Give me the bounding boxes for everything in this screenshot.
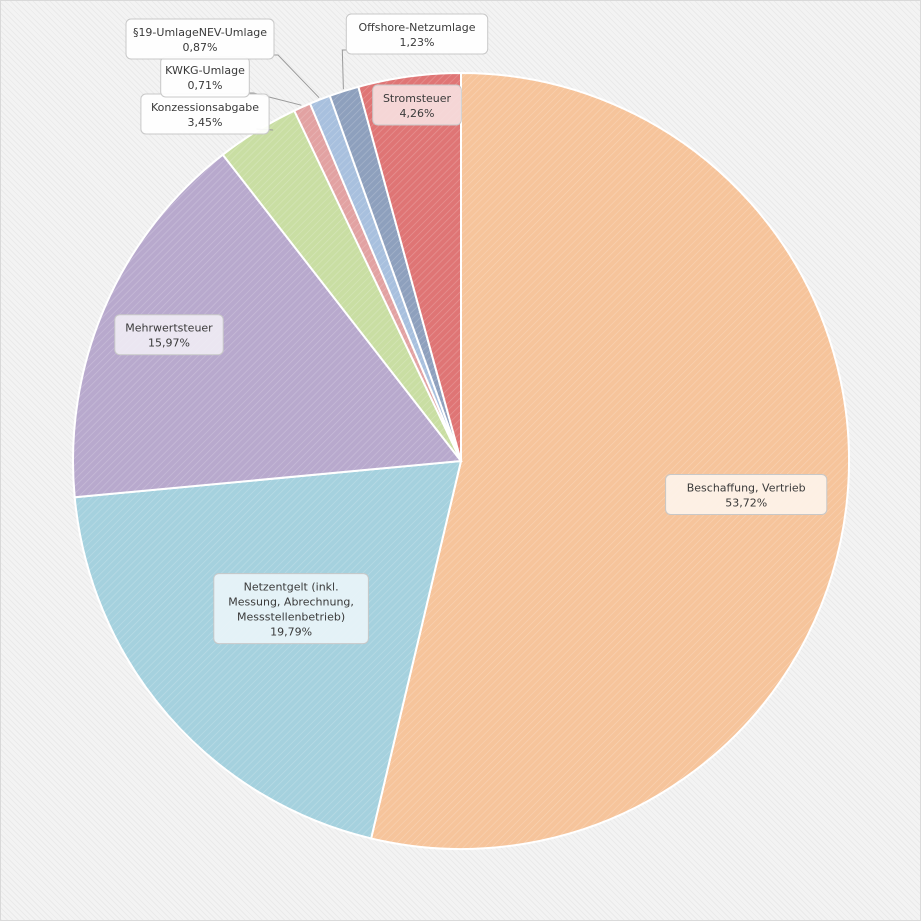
label-konzessionsabgabe: Konzessionsabgabe 3,45% [140,93,270,135]
label-mehrwertsteuer: Mehrwertsteuer 15,97% [114,314,224,356]
label-offshore-netzumlage: Offshore-Netzumlage 1,23% [345,13,489,55]
slice-value-label: 19,79% [270,626,312,639]
label-netzentgelt-inkl-messung-abrechnung-messstellenbetrieb: Netzentgelt (inkl. Messung, Abrechnung, Me… [213,573,369,645]
label-stromsteuer: Stromsteuer 4,26% [372,84,462,126]
label-beschaffung-vertrieb: Beschaffung, Vertrieb 53,72% [665,474,828,515]
leader-lines [249,49,347,131]
slice-value-label: 15,97% [148,337,190,350]
slice-name-label: Mehrwertsteuer [125,322,213,335]
slice-name-label: Messung, Abrechnung, [228,596,354,609]
slice-name-label: §19-UmlageNEV-Umlage [133,26,267,39]
slice-name-label: Netzentgelt (inkl. [244,581,339,594]
leader-line-offshore-netzumlage [341,49,347,90]
label-box [114,314,224,356]
slice-value-label: 0,87% [183,41,218,54]
label-box [665,474,828,515]
leader-line-kwkg-umlage [249,92,302,106]
slice-name-label: Messstellenbetrieb) [237,611,345,624]
slice-name-label: Stromsteuer [383,92,452,105]
label-box [125,18,275,60]
label-box [213,573,369,645]
slice-value-label: 1,23% [400,36,435,49]
slice-value-label: 4,26% [400,107,435,120]
slice-labels: Beschaffung, Vertrieb 53,72% Netzentgelt (… [114,13,828,645]
slice-value-label: 0,71% [188,79,223,92]
slice-name-label: Beschaffung, Vertrieb [687,482,806,495]
slice-value-label: 53,72% [725,497,767,510]
slice-name-label: KWKG-Umlage [165,64,245,77]
label-box [345,13,489,55]
pie-slices [72,71,850,850]
slice-name-label: Offshore-Netzumlage [358,21,475,34]
slice-value-label: 3,45% [188,116,223,129]
slice-name-label: Konzessionsabgabe [151,101,259,114]
leader-line-19-umlagenev-umlage [274,54,320,99]
label-kwkg-umlage: KWKG-Umlage 0,71% [160,56,250,98]
label-19-umlagenev-umlage: §19-UmlageNEV-Umlage 0,87% [125,18,275,60]
label-box [372,84,462,126]
